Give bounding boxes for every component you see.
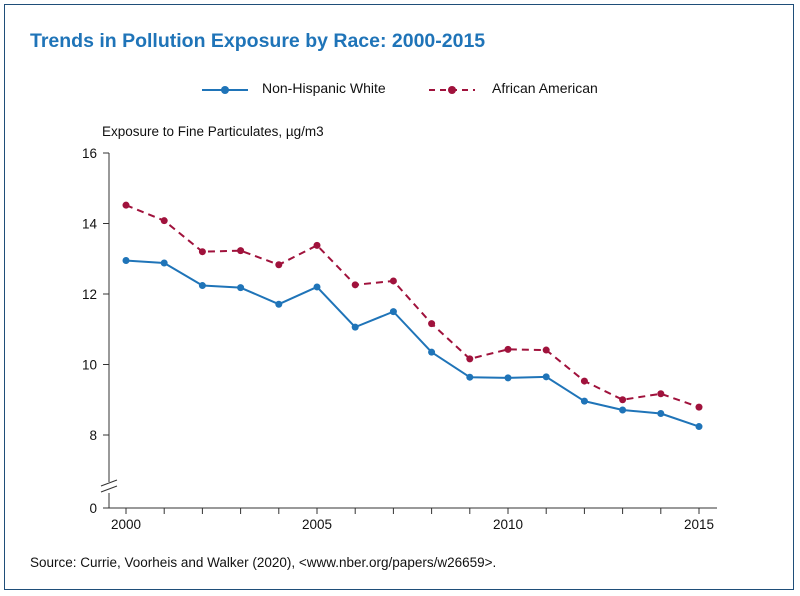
- legend-marker-african-american: [429, 86, 475, 94]
- data-point-white: [275, 300, 283, 308]
- y-tick-label: 14: [82, 217, 98, 232]
- data-point-white: [580, 397, 588, 405]
- chart-frame: [4, 4, 794, 590]
- x-tick-label: 2000: [111, 517, 141, 532]
- data-point-african-american: [237, 247, 245, 255]
- data-point-white: [351, 323, 359, 331]
- data-point-white: [389, 308, 397, 316]
- y-tick-label: 0: [89, 501, 97, 516]
- data-point-african-american: [160, 217, 168, 225]
- data-point-african-american: [619, 396, 627, 404]
- y-tick-label: 8: [89, 428, 97, 443]
- data-point-african-american: [580, 377, 588, 385]
- data-point-white: [619, 406, 627, 414]
- data-point-white: [695, 423, 703, 431]
- y-axis-break-mark: [100, 485, 118, 493]
- data-point-african-american: [466, 355, 474, 363]
- data-point-african-american: [313, 241, 321, 249]
- data-point-white: [198, 282, 206, 290]
- x-tick-label: 2010: [493, 517, 523, 532]
- data-point-african-american: [542, 346, 550, 354]
- data-point-white: [428, 348, 436, 356]
- data-point-african-american: [122, 201, 130, 209]
- data-point-african-american: [428, 320, 436, 328]
- data-point-white: [160, 259, 168, 267]
- legend-marker-white: [202, 86, 248, 94]
- series-line-african-american: [125, 204, 700, 409]
- y-tick-label: 10: [82, 358, 97, 373]
- data-point-white: [313, 283, 321, 291]
- data-point-white: [466, 373, 474, 381]
- y-axis-break-mark: [100, 479, 118, 487]
- y-tick-label: 16: [82, 146, 97, 161]
- data-point-white: [237, 284, 245, 292]
- data-point-african-american: [275, 261, 283, 269]
- data-point-white: [122, 257, 130, 265]
- chart-title: Trends in Pollution Exposure by Race: 20…: [30, 30, 486, 52]
- data-point-african-american: [198, 248, 206, 256]
- source-note: Source: Currie, Voorheis and Walker (202…: [30, 555, 497, 570]
- y-tick-label: 12: [82, 287, 97, 302]
- data-point-white: [657, 409, 665, 417]
- data-point-african-american: [657, 390, 665, 398]
- data-point-white: [542, 373, 550, 381]
- series-line-white: [125, 259, 700, 428]
- legend-label-african-american: African American: [492, 80, 598, 96]
- legend-label-white: Non-Hispanic White: [262, 80, 386, 96]
- data-point-african-american: [695, 403, 703, 411]
- x-tick-label: 2005: [302, 517, 332, 532]
- data-point-white: [504, 374, 512, 382]
- data-point-african-american: [351, 281, 359, 289]
- data-point-african-american: [389, 277, 397, 285]
- x-tick-label: 2015: [684, 517, 714, 532]
- y-axis-label: Exposure to Fine Particulates, µg/m3: [102, 124, 324, 139]
- data-point-african-american: [504, 345, 512, 353]
